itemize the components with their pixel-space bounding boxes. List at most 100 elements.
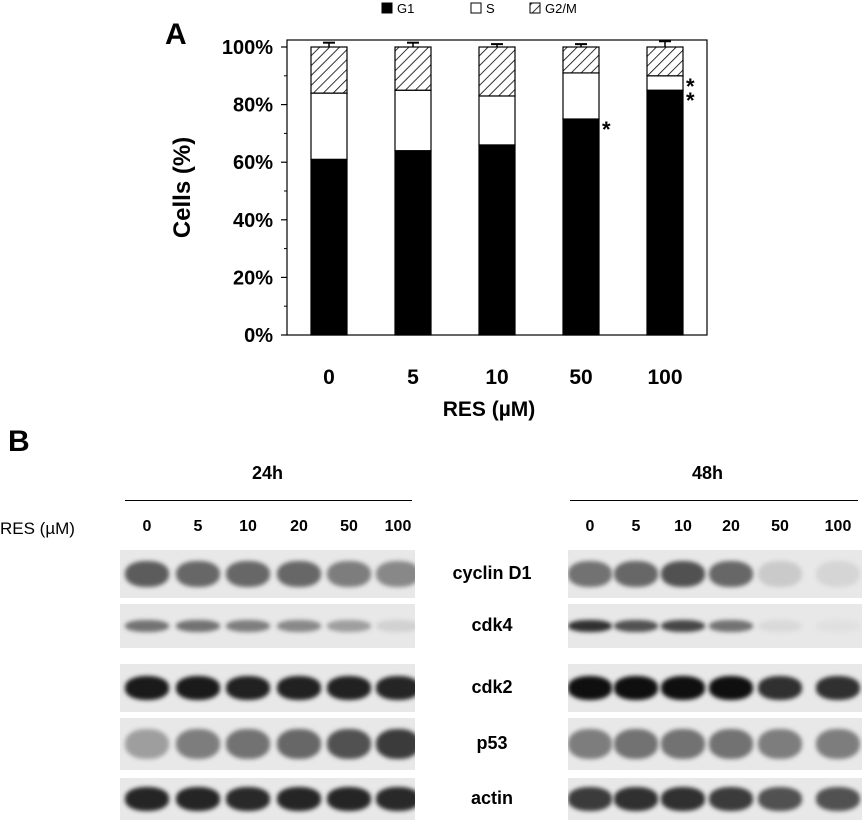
- blot-left-cdk2: [120, 664, 415, 712]
- blot-band-right-cdk4-10: [661, 620, 705, 632]
- blot-left-cdk4: [120, 604, 415, 648]
- blot-band-right-p53-100: [816, 729, 860, 759]
- blot-band-left-p53-50: [327, 729, 371, 759]
- x-tick-label-0: 0: [323, 366, 335, 389]
- legend-label-g1: G1: [397, 1, 414, 16]
- blot-band-left-actin-20: [277, 787, 321, 811]
- blot-band-right-cdk4-50: [758, 620, 802, 632]
- blot-band-right-cyclin-D1-50: [758, 561, 802, 587]
- x-tick-label-50: 50: [569, 366, 592, 389]
- bar-s-100: [646, 75, 684, 91]
- bar-s-5: [394, 89, 432, 152]
- bar-g1-50: [562, 118, 600, 336]
- bar-g2m-0: [310, 46, 348, 94]
- bar-g2m-100: [646, 46, 684, 77]
- blot-left-condition-title: 24h: [252, 463, 284, 483]
- blot-band-left-p53-100: [376, 729, 415, 759]
- blot-band-left-actin-0: [125, 787, 169, 811]
- blot-right-cyclin-D1: [568, 550, 862, 598]
- blot-band-right-cdk2-5: [614, 676, 658, 700]
- blot-band-right-cdk2-50: [758, 676, 802, 700]
- lane-label-right-10: 10: [674, 518, 692, 535]
- blot-band-right-p53-50: [758, 729, 802, 759]
- significance-marker: *: [686, 88, 695, 113]
- legend-label-g2m: G2/M: [545, 1, 577, 16]
- bar-g1-0: [310, 158, 348, 336]
- blot-band-right-cdk2-0: [568, 676, 612, 700]
- blot-band-left-cyclin-D1-10: [226, 561, 270, 587]
- x-axis-label: RES (µM): [443, 398, 536, 421]
- blot-band-right-cdk4-100: [816, 620, 860, 632]
- chart-legend: G1 S G2/M: [381, 1, 577, 16]
- blot-band-right-cdk4-20: [709, 620, 753, 632]
- blot-band-right-actin-0: [568, 787, 612, 811]
- blot-band-right-actin-50: [758, 787, 802, 811]
- blot-band-right-p53-20: [709, 729, 753, 759]
- protein-label-cdk4: cdk4: [471, 615, 513, 635]
- blot-band-right-actin-100: [816, 787, 860, 811]
- blot-right-condition-title: 48h: [692, 463, 724, 483]
- bar-g2m-10: [478, 46, 516, 97]
- blot-right-actin: [568, 778, 862, 820]
- legend-swatch-g1: [381, 2, 393, 14]
- y-tick-label: 60%: [233, 152, 273, 174]
- blot-band-right-actin-10: [661, 787, 705, 811]
- y-axis-label: Cells (%): [169, 137, 196, 238]
- blot-band-left-p53-0: [125, 729, 169, 759]
- blot-band-right-cyclin-D1-20: [709, 561, 753, 587]
- blot-band-right-cdk4-0: [568, 620, 612, 632]
- lane-label-left-5: 5: [193, 518, 203, 535]
- y-tick-label: 100%: [222, 37, 273, 59]
- blot-band-left-actin-100: [376, 787, 415, 811]
- legend-swatch-g2m: [529, 2, 541, 14]
- bar-s-10: [478, 95, 516, 146]
- protein-label-cdk2: cdk2: [471, 677, 513, 697]
- blot-band-right-p53-5: [614, 729, 658, 759]
- blot-band-left-cdk2-50: [327, 676, 371, 700]
- bar-g1-10: [478, 144, 516, 336]
- chart-bars: ***: [310, 40, 695, 336]
- protein-label-cyclin-D1: cyclin D1: [452, 563, 532, 583]
- lane-label-right-50: 50: [771, 518, 789, 535]
- blot-res-row-label: RES (µM): [0, 519, 75, 538]
- lane-label-right-100: 100: [824, 518, 852, 535]
- blot-band-left-cyclin-D1-0: [125, 561, 169, 587]
- blot-band-right-p53-0: [568, 729, 612, 759]
- x-tick-label-10: 10: [485, 366, 508, 389]
- bar-s-50: [562, 72, 600, 120]
- blot-band-right-cdk2-100: [816, 676, 860, 700]
- blot-band-left-p53-20: [277, 729, 321, 759]
- lane-label-right-5: 5: [631, 518, 641, 535]
- blot-band-left-cyclin-D1-20: [277, 561, 321, 587]
- blot-left-cyclin-D1: [120, 550, 415, 598]
- blot-band-left-cyclin-D1-5: [176, 561, 220, 587]
- panel-b-letter: B: [8, 425, 30, 458]
- blot-band-left-cdk2-0: [125, 676, 169, 700]
- y-tick-label: 80%: [233, 95, 273, 117]
- blot-band-left-p53-5: [176, 729, 220, 759]
- blot-band-right-cyclin-D1-0: [568, 561, 612, 587]
- bar-g2m-50: [562, 46, 600, 74]
- x-tick-label-100: 100: [647, 366, 682, 389]
- blot-band-left-cdk4-5: [176, 620, 220, 632]
- blot-band-right-actin-5: [614, 787, 658, 811]
- lane-label-left-20: 20: [290, 518, 308, 535]
- blot-band-left-actin-50: [327, 787, 371, 811]
- blot-band-right-cyclin-D1-10: [661, 561, 705, 587]
- protein-label-actin: actin: [470, 788, 513, 808]
- lane-label-left-50: 50: [340, 518, 358, 535]
- blot-band-left-cdk2-100: [376, 676, 415, 700]
- legend-swatch-s: [470, 2, 482, 14]
- y-tick-label: 40%: [233, 210, 273, 232]
- significance-marker: *: [602, 117, 611, 142]
- blot-left-p53: [120, 718, 415, 770]
- blot-band-left-cdk2-5: [176, 676, 220, 700]
- lane-label-left-10: 10: [239, 518, 257, 535]
- protein-label-p53: p53: [476, 733, 508, 753]
- y-tick-label: 20%: [233, 267, 273, 289]
- blot-band-right-cyclin-D1-100: [816, 561, 860, 587]
- x-tick-label-5: 5: [407, 366, 419, 389]
- blot-right-cdk2: [568, 664, 862, 712]
- blot-band-right-cdk4-5: [614, 620, 658, 632]
- blot-left-condition-rule: [125, 500, 412, 501]
